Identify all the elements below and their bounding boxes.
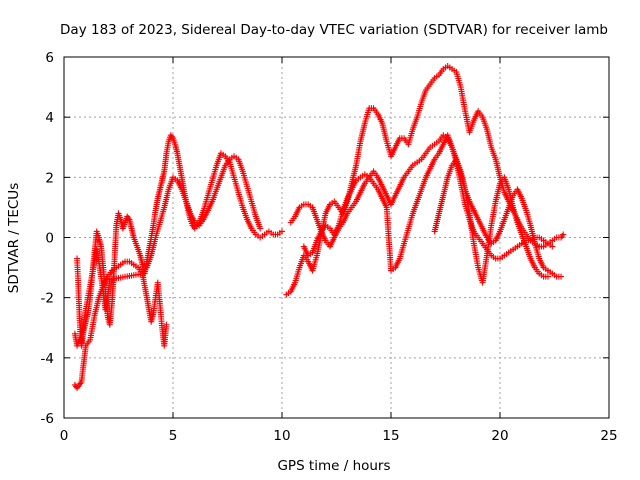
data-markers — [71, 63, 567, 391]
chart-title: Day 183 of 2023, Sidereal Day-to-day VTE… — [60, 22, 608, 38]
data-point — [559, 232, 566, 239]
data-point — [549, 243, 556, 250]
x-tick-label: 5 — [169, 428, 178, 444]
x-tick-label: 25 — [600, 428, 617, 444]
y-tick-label: 2 — [45, 170, 54, 186]
x-tick-label: 20 — [491, 428, 508, 444]
y-tick-label: 4 — [45, 110, 54, 126]
data-point — [544, 273, 551, 280]
axis-ticks: 0 5 10 15 20 25 -6 -4 -2 0 2 4 6 — [41, 50, 618, 444]
x-axis-label: GPS time / hours — [277, 458, 390, 474]
x-tick-label: 15 — [382, 428, 399, 444]
data-point — [163, 321, 170, 328]
y-tick-label: 6 — [45, 50, 54, 66]
y-axis-label: SDTVAR / TECUs — [6, 183, 22, 293]
data-point — [560, 231, 567, 238]
x-tick-label: 10 — [273, 428, 290, 444]
y-tick-label: -2 — [41, 291, 54, 307]
data-point — [558, 273, 565, 280]
y-tick-label: -4 — [41, 351, 54, 367]
y-tick-label: -6 — [41, 411, 54, 427]
data-point — [279, 228, 285, 235]
y-tick-label: 0 — [45, 231, 54, 247]
x-tick-label: 0 — [60, 428, 69, 444]
data-point — [257, 225, 264, 232]
